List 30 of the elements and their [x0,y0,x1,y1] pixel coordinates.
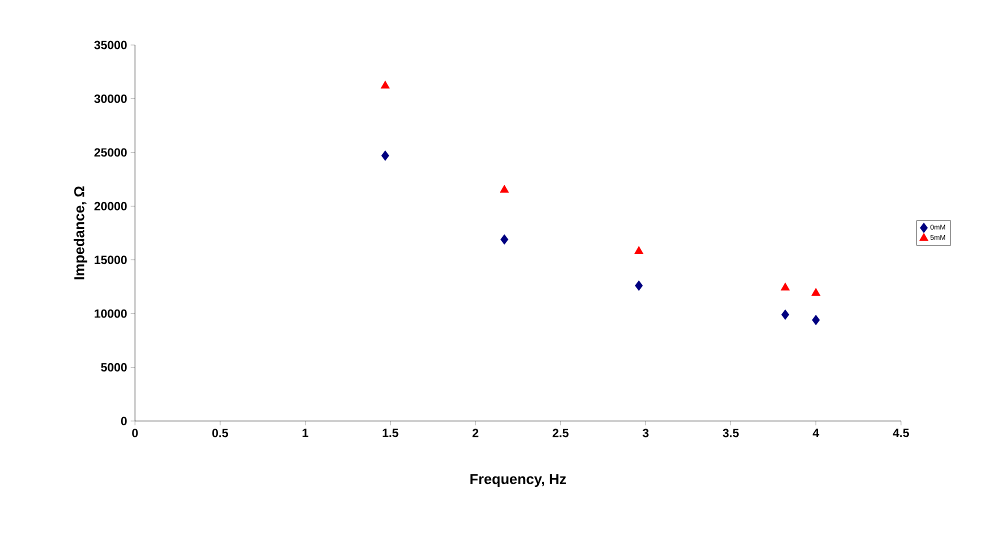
x-tick-label: 3.5 [722,428,739,438]
x-tick-label: 4.5 [892,428,909,438]
point [380,80,390,89]
x-tick-label: 0.5 [212,428,228,438]
y-tick-label: 35000 [94,40,127,50]
point [812,314,820,326]
point [634,280,643,291]
point [500,234,508,245]
point [781,309,790,320]
y-tick-label: 15000 [94,256,127,264]
x-tick-label: 2 [472,428,478,438]
point [500,184,509,193]
x-tick-label: 3 [642,428,649,438]
point [811,288,820,296]
x-tick-label: 1 [302,428,308,437]
y-axis-title: Impedance, Ω [74,186,88,280]
x-axis-title: Frequency, Hz [470,474,566,487]
y-tick-label: 20000 [94,202,127,210]
x-tick-label: 1.5 [382,428,398,438]
y-tick-label: 5000 [101,363,127,372]
x-tick-label: 2.5 [552,428,569,438]
y-tick-label: 0 [121,416,127,426]
y-tick-label: 30000 [94,94,127,103]
point [780,282,790,290]
point [381,150,390,161]
y-tick-label: 25000 [94,148,127,157]
y-tick-label: 10000 [94,309,127,318]
x-tick-label: 4 [812,428,820,437]
point [634,246,644,254]
x-tick-label: 0 [132,428,138,438]
